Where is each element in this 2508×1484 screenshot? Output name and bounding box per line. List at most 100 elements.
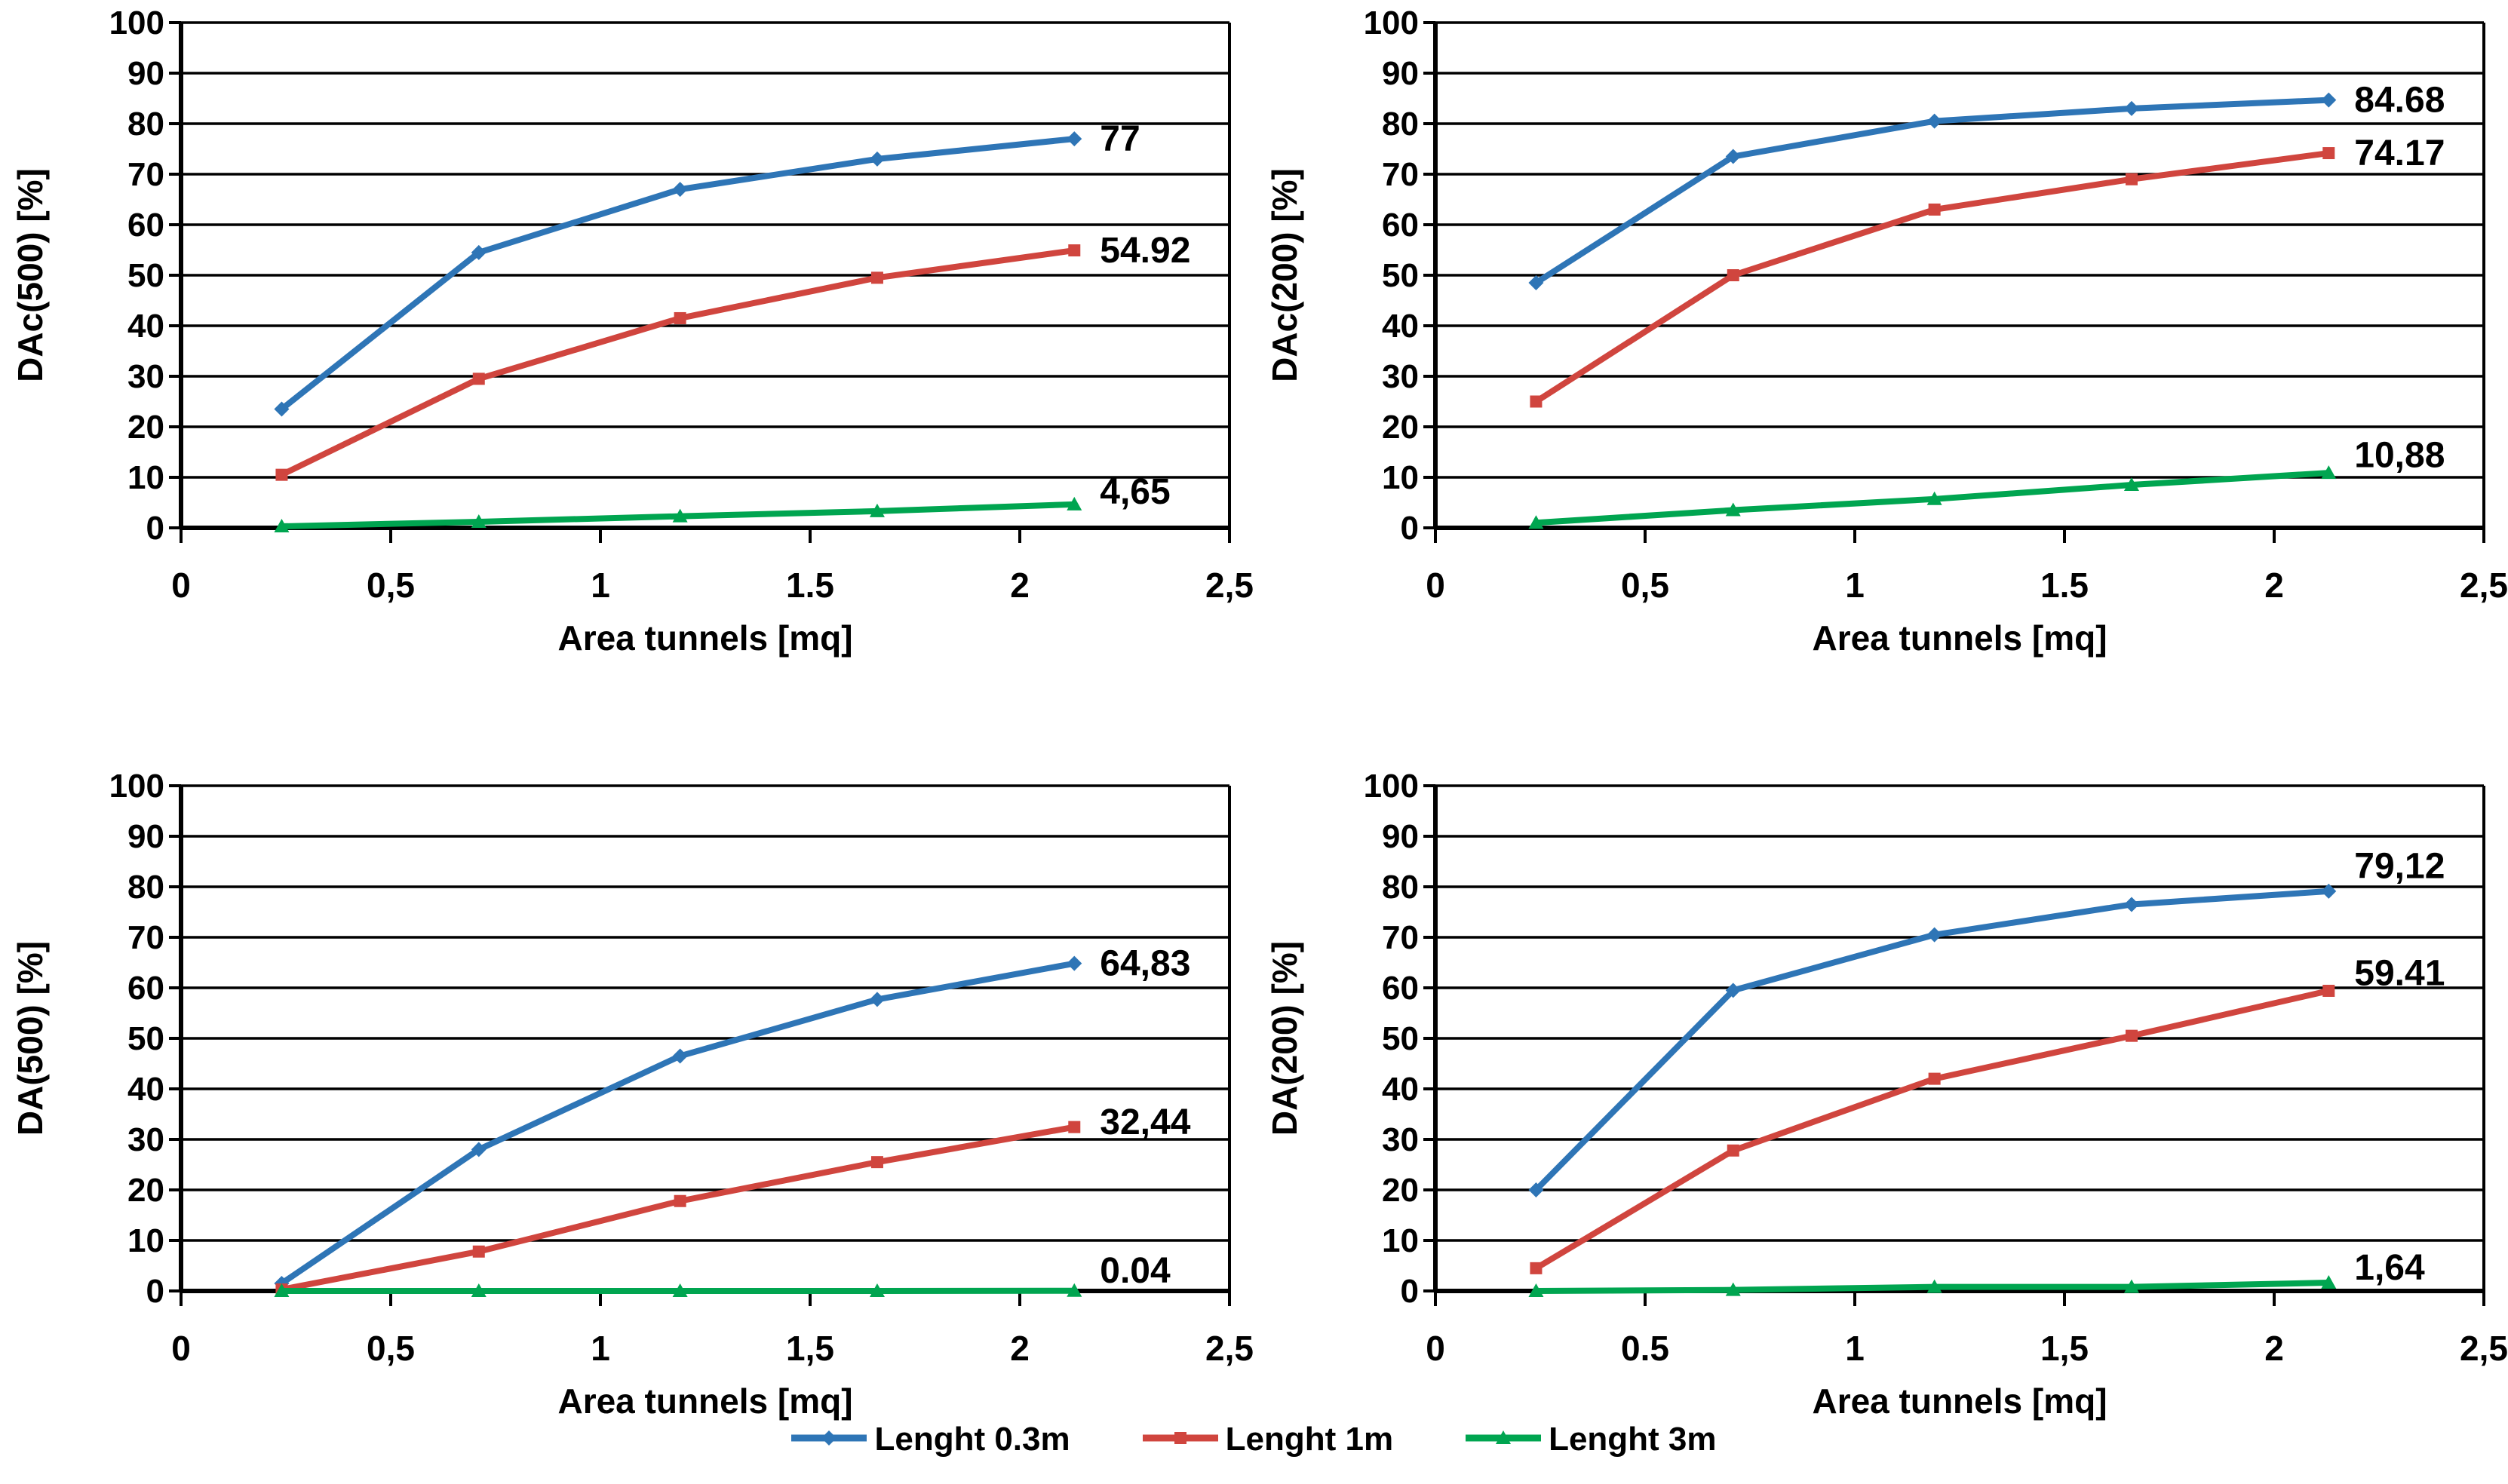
data-point-marker-triangle [869,503,885,517]
data-point-marker-triangle [274,1283,290,1297]
y-tick-label: 80 [127,106,164,143]
legend-item-lenght-0-3m: Lenght 0.3m [791,1421,1070,1458]
data-point-marker-square [1174,1431,1186,1444]
data-point-marker-diamond [2123,897,2139,912]
x-tick-label: 2 [1010,566,1030,605]
data-point-marker-square [1068,244,1081,257]
series-end-label: 74.17 [2354,133,2445,173]
series-end-label: 77 [1100,119,1140,159]
x-tick-label: 1.5 [786,566,834,605]
legend-item-lenght-1m: Lenght 1m [1142,1421,1394,1458]
y-axis-title: DAc(500) [%] [11,168,50,382]
data-point-marker-square [2125,173,2138,186]
legend-swatch-triangle [1466,1430,1542,1444]
data-point-marker-triangle [1496,1430,1512,1444]
data-point-marker-square [1928,203,1941,216]
data-point-marker-diamond [1725,149,1741,164]
y-tick-label: 30 [1382,358,1419,395]
series-end-label: 59.41 [2354,954,2445,994]
y-tick-label: 10 [127,459,164,496]
y-tick-label: 50 [1382,257,1419,294]
data-point-marker-diamond [1528,1182,1544,1197]
data-point-marker-triangle [1528,515,1544,529]
data-point-marker-square [1727,1144,1739,1157]
y-tick-label: 10 [127,1222,164,1259]
x-tick-label: 0,5 [1621,566,1669,605]
y-axis-title: DAc(200) [%] [1265,168,1304,382]
y-tick-label: 30 [127,358,164,395]
x-tick-label: 2 [2264,566,2284,605]
data-point-marker-diamond [2123,100,2139,116]
data-point-marker-triangle [1725,502,1741,517]
x-tick-label: 2 [2264,1329,2284,1368]
chart-canvas-da200: 0 10 20 30 40 50 60 70 80 90 100 0 0.5 1 1,5 2 2,5 Area t… [1265,768,2508,1421]
y-tick-label: 90 [1382,818,1419,855]
data-point-marker-square [674,1194,686,1207]
x-tick-label: 0 [171,566,191,605]
chart-panel-dac200: 0 10 20 30 40 50 60 70 80 90 100 0 0,5 1 1.5 2 2,5 Area t… [1254,0,2508,679]
data-point-marker-square [1727,269,1739,281]
x-tick-label: 1 [1845,566,1865,605]
x-tick-label: 1,5 [2040,1329,2089,1368]
legend-label: Lenght 1m [1225,1421,1394,1458]
series-end-label: 84.68 [2354,81,2445,121]
y-tick-label: 0 [146,510,164,547]
y-tick-label: 100 [1364,5,1419,41]
x-axis-title: Area tunnels [mq] [557,1381,852,1421]
x-tick-label: 2,5 [1205,1329,1254,1368]
y-tick-label: 0 [146,1273,164,1310]
chart-canvas-da500: 0 10 20 30 40 50 60 70 80 90 100 0 0,5 1 1,5 2 2,5 Area t… [11,768,1254,1421]
y-tick-label: 60 [127,970,164,1007]
x-tick-label: 1 [591,566,610,605]
data-point-marker-diamond [274,401,290,417]
x-tick-label: 1,5 [786,1329,834,1368]
y-tick-label: 50 [127,1020,164,1057]
data-point-marker-diamond [821,1430,837,1446]
x-tick-label: 2,5 [1205,566,1254,605]
data-point-marker-diamond [1926,113,1942,129]
series-line-red [1533,987,2332,1271]
data-point-marker-square [472,1245,485,1258]
legend: Lenght 0.3m Lenght 1m Lenght 3m [0,1421,2508,1458]
chart-panel-dac500: 0 10 20 30 40 50 60 70 80 90 100 0 0,5 1 1.5 2 2,5 Area t… [0,0,1254,679]
data-point-marker-square [2125,1029,2138,1042]
x-tick-label: 0.5 [1621,1329,1669,1368]
data-point-marker-diamond [672,182,688,198]
y-tick-label: 70 [127,156,164,193]
legend-label: Lenght 0.3m [874,1421,1070,1458]
x-tick-label: 0 [1426,566,1445,605]
y-tick-label: 40 [127,1071,164,1108]
series-end-label: 10,88 [2354,436,2445,476]
x-axis-title: Area tunnels [mq] [557,618,852,658]
series-end-label: 79,12 [2354,846,2445,886]
y-tick-label: 90 [127,55,164,92]
x-tick-label: 2,5 [2460,566,2508,605]
series-end-label: 64,83 [1100,944,1190,984]
data-point-marker-diamond [471,1142,487,1157]
series-end-label: 1,64 [2354,1248,2425,1288]
data-point-marker-diamond [1926,927,1942,943]
series-line-red [278,1124,1078,1292]
series-end-label: 0.04 [1100,1251,1171,1291]
y-tick-label: 70 [127,919,164,956]
data-point-marker-diamond [1067,955,1082,971]
legend-label: Lenght 3m [1549,1421,1717,1458]
y-tick-label: 20 [1382,1172,1419,1209]
y-tick-label: 30 [127,1121,164,1158]
x-tick-label: 2,5 [2460,1329,2508,1368]
y-tick-label: 20 [127,1172,164,1209]
data-point-marker-square [870,1156,883,1169]
data-point-marker-square [275,468,288,481]
data-point-marker-triangle [869,1283,885,1297]
data-point-marker-square [1530,1262,1543,1274]
data-point-marker-triangle [274,518,290,532]
x-tick-label: 0 [1426,1329,1445,1368]
legend-marker-triangle-icon [1466,1427,1542,1452]
x-tick-label: 0,5 [367,566,415,605]
data-point-marker-triangle [1067,1283,1082,1297]
x-tick-label: 0,5 [367,1329,415,1368]
data-point-marker-square [2322,147,2335,160]
y-tick-label: 60 [127,207,164,244]
legend-swatch-diamond [791,1430,867,1446]
